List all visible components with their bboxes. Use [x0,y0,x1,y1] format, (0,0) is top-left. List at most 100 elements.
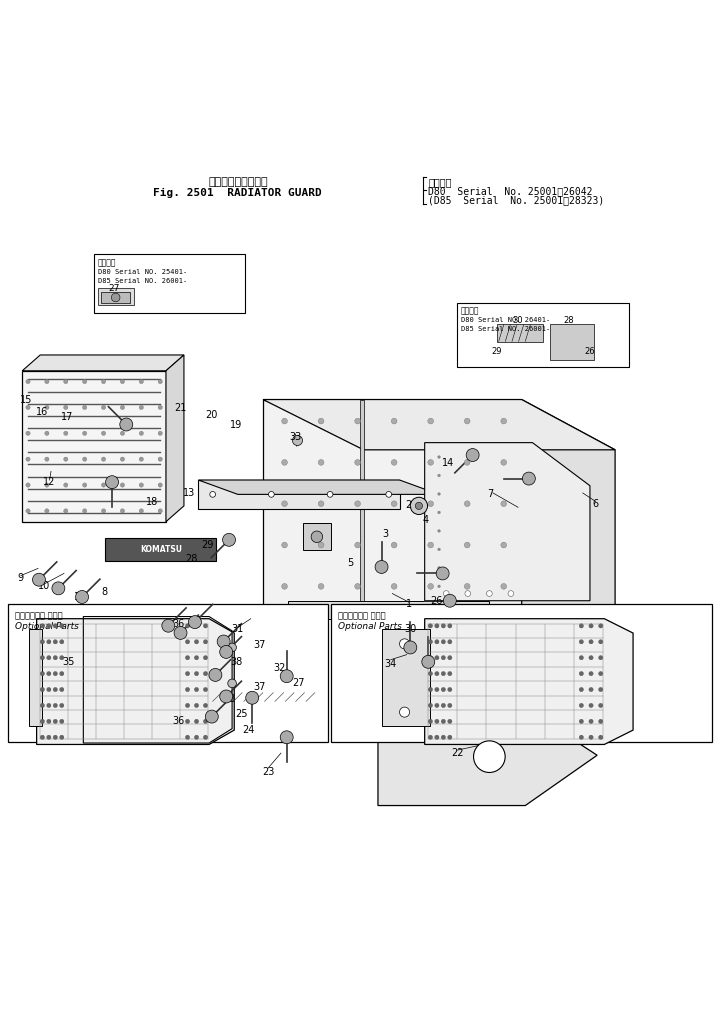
Circle shape [428,583,433,590]
Circle shape [318,460,324,465]
Text: KOMATSU: KOMATSU [140,545,182,555]
Circle shape [120,431,125,435]
Circle shape [282,418,287,424]
Circle shape [203,640,207,644]
Circle shape [158,508,163,513]
Text: ラジエータ　ガード: ラジエータ ガード [208,177,268,187]
Text: オプショナル パーツ: オプショナル パーツ [338,611,386,620]
Circle shape [292,435,302,446]
Circle shape [391,460,397,465]
Polygon shape [22,370,166,522]
Circle shape [448,624,452,628]
Polygon shape [198,480,439,494]
Circle shape [63,431,68,435]
Text: 17: 17 [60,413,73,423]
Text: 適用号機: 適用号機 [428,177,451,187]
Circle shape [598,624,603,628]
Circle shape [428,501,433,506]
Circle shape [428,418,433,424]
Text: 11: 11 [73,592,86,602]
Circle shape [598,735,603,740]
Circle shape [40,703,45,708]
Circle shape [102,380,106,384]
Circle shape [120,418,132,431]
Circle shape [112,293,120,301]
Circle shape [63,380,68,384]
Circle shape [441,703,446,708]
Text: D85 Serial NO. 26001-: D85 Serial NO. 26001- [98,278,187,284]
Polygon shape [37,618,234,744]
Circle shape [441,719,446,723]
Circle shape [438,566,441,569]
Circle shape [441,655,446,660]
Circle shape [40,719,45,723]
Circle shape [45,431,49,435]
Text: 33: 33 [289,432,302,441]
Circle shape [438,584,441,588]
Circle shape [579,655,583,660]
Circle shape [311,531,323,542]
Circle shape [40,687,45,691]
Circle shape [106,475,119,489]
Text: Optional Parts: Optional Parts [15,623,79,632]
Circle shape [435,655,439,660]
Text: 36: 36 [173,618,185,629]
Circle shape [194,655,199,660]
Circle shape [327,492,333,497]
Text: 38: 38 [230,657,243,667]
Circle shape [26,380,30,384]
Circle shape [589,719,593,723]
Text: Optional Parts: Optional Parts [338,623,402,632]
Circle shape [438,511,441,513]
Text: 7: 7 [487,490,494,499]
Polygon shape [497,324,544,342]
Circle shape [438,456,441,459]
Text: 16: 16 [35,406,48,417]
Circle shape [579,703,583,708]
Text: 22: 22 [451,748,463,758]
Circle shape [435,640,439,644]
Circle shape [589,687,593,691]
Circle shape [579,624,583,628]
Circle shape [386,492,392,497]
Circle shape [26,457,30,461]
Circle shape [40,655,45,660]
Circle shape [598,640,603,644]
Circle shape [428,542,433,547]
Circle shape [60,719,64,723]
Circle shape [501,542,507,547]
Circle shape [222,533,235,546]
Circle shape [60,735,64,740]
Bar [8,604,328,742]
Polygon shape [166,355,184,522]
Circle shape [185,640,189,644]
Text: 34: 34 [384,659,397,669]
Circle shape [102,431,106,435]
Text: D80 Serial NO. 26401-: D80 Serial NO. 26401- [461,317,550,323]
Text: 29: 29 [202,539,214,549]
Circle shape [203,703,207,708]
Polygon shape [425,442,590,601]
Polygon shape [198,480,400,508]
Circle shape [428,687,433,691]
Circle shape [47,655,51,660]
Polygon shape [105,538,216,561]
Text: 20: 20 [205,411,217,420]
Text: 15: 15 [19,394,32,404]
Circle shape [464,501,470,506]
Circle shape [422,655,435,668]
Circle shape [501,460,507,465]
Circle shape [391,418,397,424]
Circle shape [428,672,433,676]
Circle shape [448,672,452,676]
Circle shape [158,405,163,410]
Circle shape [203,672,207,676]
Circle shape [228,643,236,651]
Circle shape [47,672,51,676]
Circle shape [282,583,287,590]
Polygon shape [360,399,364,611]
Circle shape [441,687,446,691]
Circle shape [282,460,287,465]
Circle shape [217,635,230,648]
Text: 31: 31 [232,625,244,635]
